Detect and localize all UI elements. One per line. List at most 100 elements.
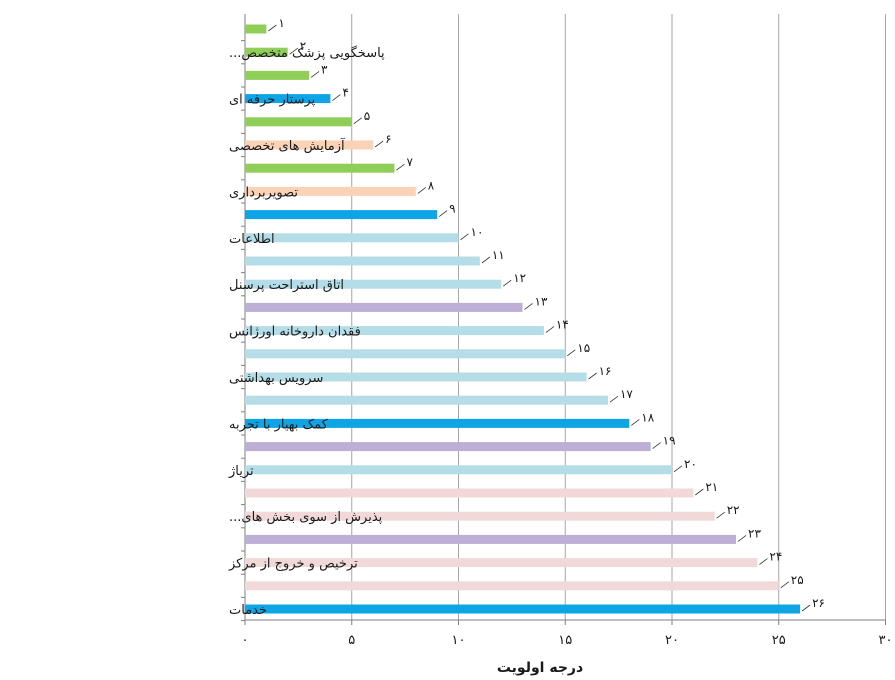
category-labels: پاسخگویی پزشک متخصص... پرستار حرفه ای آزما… <box>228 45 385 618</box>
bar <box>245 140 374 150</box>
bar <box>245 604 801 614</box>
category-label: ترياژ <box>228 464 254 479</box>
value-label: ۸ <box>428 178 435 192</box>
bar <box>245 279 502 289</box>
value-leader-line <box>588 372 597 380</box>
bar <box>245 465 672 475</box>
bar <box>245 511 715 521</box>
value-label: ۲۶ <box>812 596 825 610</box>
value-label: ۱۶ <box>599 364 612 378</box>
x-tick-label: ۲۵ <box>772 633 786 648</box>
bar <box>245 372 587 382</box>
value-leader-line <box>289 47 298 55</box>
value-leader-line <box>652 442 661 449</box>
bar <box>245 233 459 243</box>
value-leader-line <box>801 604 811 612</box>
bar <box>245 326 544 336</box>
gridlines <box>244 14 886 620</box>
category-label: فقدان داروخانه اورژانس <box>229 325 361 340</box>
value-leader-line <box>673 465 683 473</box>
x-axis: ۰ ۵ ۱۰ ۱۵ ۲۰ ۲۵ ۳۰ <box>241 40 893 648</box>
value-leader-line <box>716 511 725 519</box>
category-label: پرستار حرفه ای <box>229 93 316 108</box>
value-label: ۴ <box>342 86 348 100</box>
value-label: ۳ <box>321 62 328 76</box>
bar <box>245 349 566 359</box>
value-label: ۲ <box>300 39 306 53</box>
category-label: اتاق استراحت پرسنل <box>229 278 344 293</box>
value-leader-line <box>396 163 405 171</box>
value-leader-line <box>481 256 491 264</box>
value-leader-line <box>737 535 747 542</box>
value-label: ۲۰ <box>684 457 697 471</box>
bar <box>245 558 758 568</box>
value-labels: ۱۲۳۴۵۶۷۸۹۱۰۱۱۱۲۱۳۱۴۱۵۱۶۱۷۱۸۱۹۲۰۲۱۲۲۲۳۲۴۲… <box>268 16 825 612</box>
x-tick-label: ۵ <box>348 633 355 648</box>
value-label: ۲۲ <box>727 503 740 517</box>
value-leader-line <box>545 326 555 333</box>
value-leader-line <box>417 187 427 194</box>
x-tick-label: ۱۰ <box>452 633 466 648</box>
category-label: تصویربرداری <box>229 185 298 200</box>
value-leader-line <box>631 419 640 426</box>
value-leader-line <box>438 210 448 217</box>
bar <box>245 210 438 220</box>
bar <box>245 70 310 80</box>
bar <box>245 186 416 196</box>
value-leader-line <box>759 558 768 565</box>
value-leader-line <box>268 24 277 32</box>
category-label: پذیرش از سوی بخش های... <box>229 510 383 525</box>
value-label: ۹ <box>449 202 455 216</box>
category-label: آزمایش های تخصصی <box>229 137 346 154</box>
category-label: کمک بهیار با تجربه <box>229 417 329 432</box>
value-label: ۲۱ <box>705 480 718 494</box>
bar <box>245 24 267 34</box>
x-tick-label: ۰ <box>242 633 249 648</box>
value-label: ۱۷ <box>620 387 633 401</box>
value-label: ۵ <box>364 109 370 123</box>
value-label: ۱۵ <box>577 341 590 355</box>
category-label: ترخیص و خروج از مرکز <box>228 557 358 572</box>
value-label: ۲۴ <box>769 550 782 564</box>
category-label: پاسخگویی پزشک متخصص... <box>229 45 385 61</box>
x-tick-label: ۳۰ <box>879 633 893 648</box>
value-leader-line <box>374 140 384 148</box>
value-label: ۱۴ <box>556 318 569 332</box>
bar <box>245 94 331 104</box>
bar <box>245 47 288 57</box>
value-label: ۱۹ <box>663 434 676 448</box>
value-leader-line <box>460 233 469 241</box>
value-leader-line <box>609 395 619 403</box>
value-label: ۱۰ <box>471 225 484 239</box>
value-leader-line <box>332 94 341 101</box>
bar <box>245 581 779 591</box>
value-leader-line <box>353 117 362 125</box>
value-leader-line <box>524 303 533 310</box>
value-label: ۶ <box>385 132 391 146</box>
x-tick-label: ۲۰ <box>665 633 679 648</box>
bar <box>245 256 480 266</box>
x-tick-label: ۱۵ <box>558 633 572 648</box>
bar <box>245 488 694 498</box>
x-axis-title: درجه اولویت <box>497 660 583 676</box>
bars <box>245 24 801 614</box>
value-leader-line <box>502 279 512 287</box>
bar <box>245 302 523 312</box>
value-label: ۱ <box>278 16 284 30</box>
value-label: ۱۲ <box>513 271 526 285</box>
value-label: ۲۵ <box>791 573 804 587</box>
value-label: ۱۳ <box>535 294 548 308</box>
value-label: ۲۳ <box>748 526 761 540</box>
category-label: سرویس بهداشتی <box>229 371 323 386</box>
category-label: خدمات <box>229 603 267 618</box>
bar <box>245 163 395 173</box>
bar <box>245 395 608 405</box>
value-leader-line <box>567 349 576 357</box>
bar <box>245 442 651 452</box>
value-leader-line <box>695 488 704 496</box>
bar <box>245 418 630 428</box>
value-label: ۱۱ <box>492 248 505 262</box>
bar <box>245 117 352 127</box>
category-label: اطلاعات <box>229 232 275 247</box>
